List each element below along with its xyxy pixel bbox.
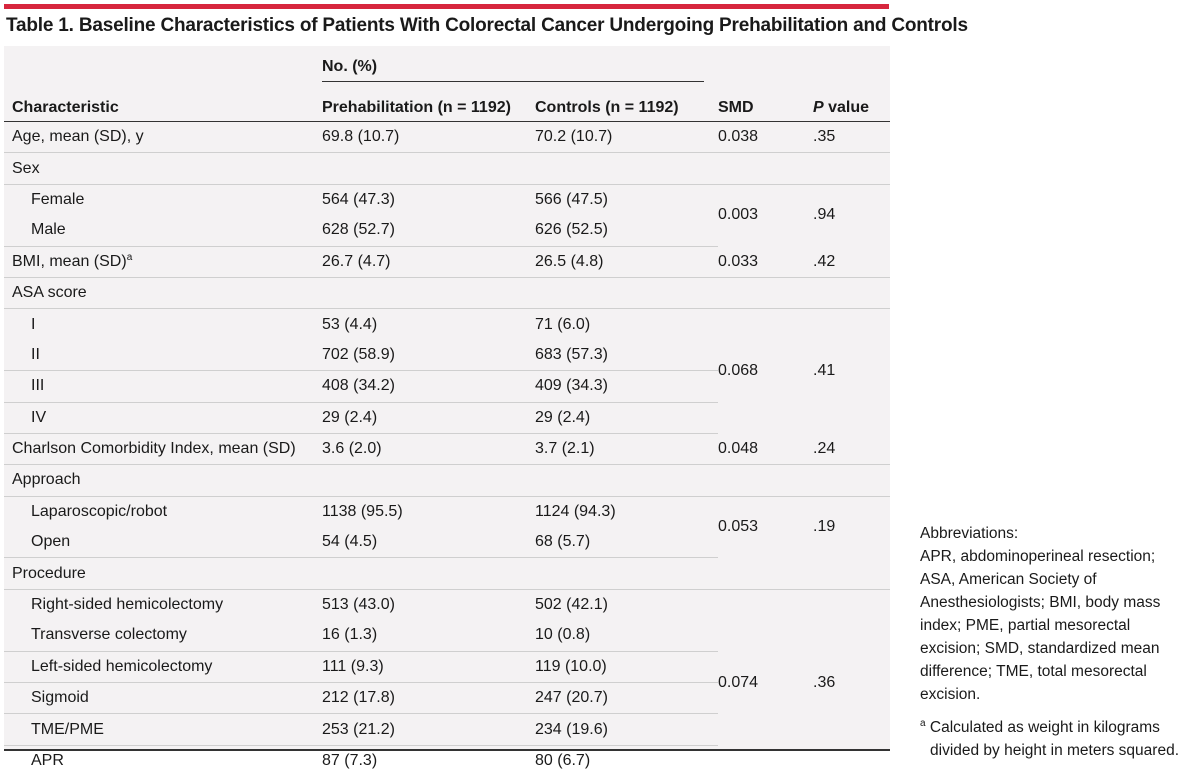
p-value: .94 <box>813 206 836 224</box>
col-header-characteristic: Characteristic <box>4 88 322 122</box>
title-accent-bar <box>4 4 889 9</box>
p-value: .41 <box>813 362 836 380</box>
smd-value: 0.053 <box>718 518 759 536</box>
table-notes: Abbreviations: APR, abdominoperineal res… <box>920 522 1196 762</box>
smd-value: 0.074 <box>718 674 759 692</box>
table-row: Male 628 (52.7) 626 (52.5) <box>4 215 890 247</box>
group-header-no-percent: No. (%) <box>322 58 704 82</box>
p-value: .19 <box>813 518 836 536</box>
table-row: ASA score <box>4 277 890 310</box>
table-row: Procedure <box>4 557 890 590</box>
table-title: Table 1. Baseline Characteristics of Pat… <box>6 15 968 36</box>
abbreviations-note: Abbreviations: APR, abdominoperineal res… <box>920 525 1161 703</box>
table-row: Approach <box>4 464 890 497</box>
table-row: Transverse colectomy 16 (1.3) 10 (0.8) <box>4 620 890 652</box>
characteristics-table: No. (%) Characteristic Prehabilitation (… <box>4 46 890 769</box>
table-row: Sex <box>4 152 890 185</box>
footnote-a: a Calculated as weight in kilograms divi… <box>920 718 1180 759</box>
table-row: Age, mean (SD), y 69.8 (10.7) 70.2 (10.7… <box>4 121 890 154</box>
col-header-p-value: P value <box>813 88 890 122</box>
smd-value: 0.068 <box>718 362 759 380</box>
table-row: Open 54 (4.5) 68 (5.7) <box>4 527 890 559</box>
table-row: Right-sided hemicolectomy 513 (43.0) 502… <box>4 589 890 691</box>
col-header-smd: SMD <box>718 88 813 122</box>
table-row: Laparoscopic/robot 1138 (95.5) 1124 (94.… <box>4 496 890 535</box>
table-row: IV 29 (2.4) 29 (2.4) <box>4 402 890 434</box>
table-row: Left-sided hemicolectomy 111 (9.3) 119 (… <box>4 651 890 684</box>
table-row: III 408 (34.2) 409 (34.3) <box>4 370 890 403</box>
table-bottom-rule <box>4 749 890 751</box>
table-row: Female 564 (47.3) 566 (47.5) 0.003 .94 <box>4 184 890 223</box>
smd-value: 0.003 <box>718 206 759 224</box>
table-row: BMI, mean (SD)a 26.7 (4.7) 26.5 (4.8) 0.… <box>4 246 890 278</box>
table-row: Charlson Comorbidity Index, mean (SD) 3.… <box>4 433 890 466</box>
col-header-prehabilitation: Prehabilitation (n = 1192) <box>322 88 535 122</box>
table-row: TME/PME 253 (21.2) 234 (19.6) <box>4 713 890 746</box>
p-value: .36 <box>813 674 836 692</box>
col-header-controls: Controls (n = 1192) <box>535 88 718 122</box>
table-row: I 53 (4.4) 71 (6.0) 0.068 .41 <box>4 309 890 380</box>
table-row: II 702 (58.9) 683 (57.3) <box>4 339 890 372</box>
table-row: Sigmoid 212 (17.8) 247 (20.7) <box>4 682 890 715</box>
